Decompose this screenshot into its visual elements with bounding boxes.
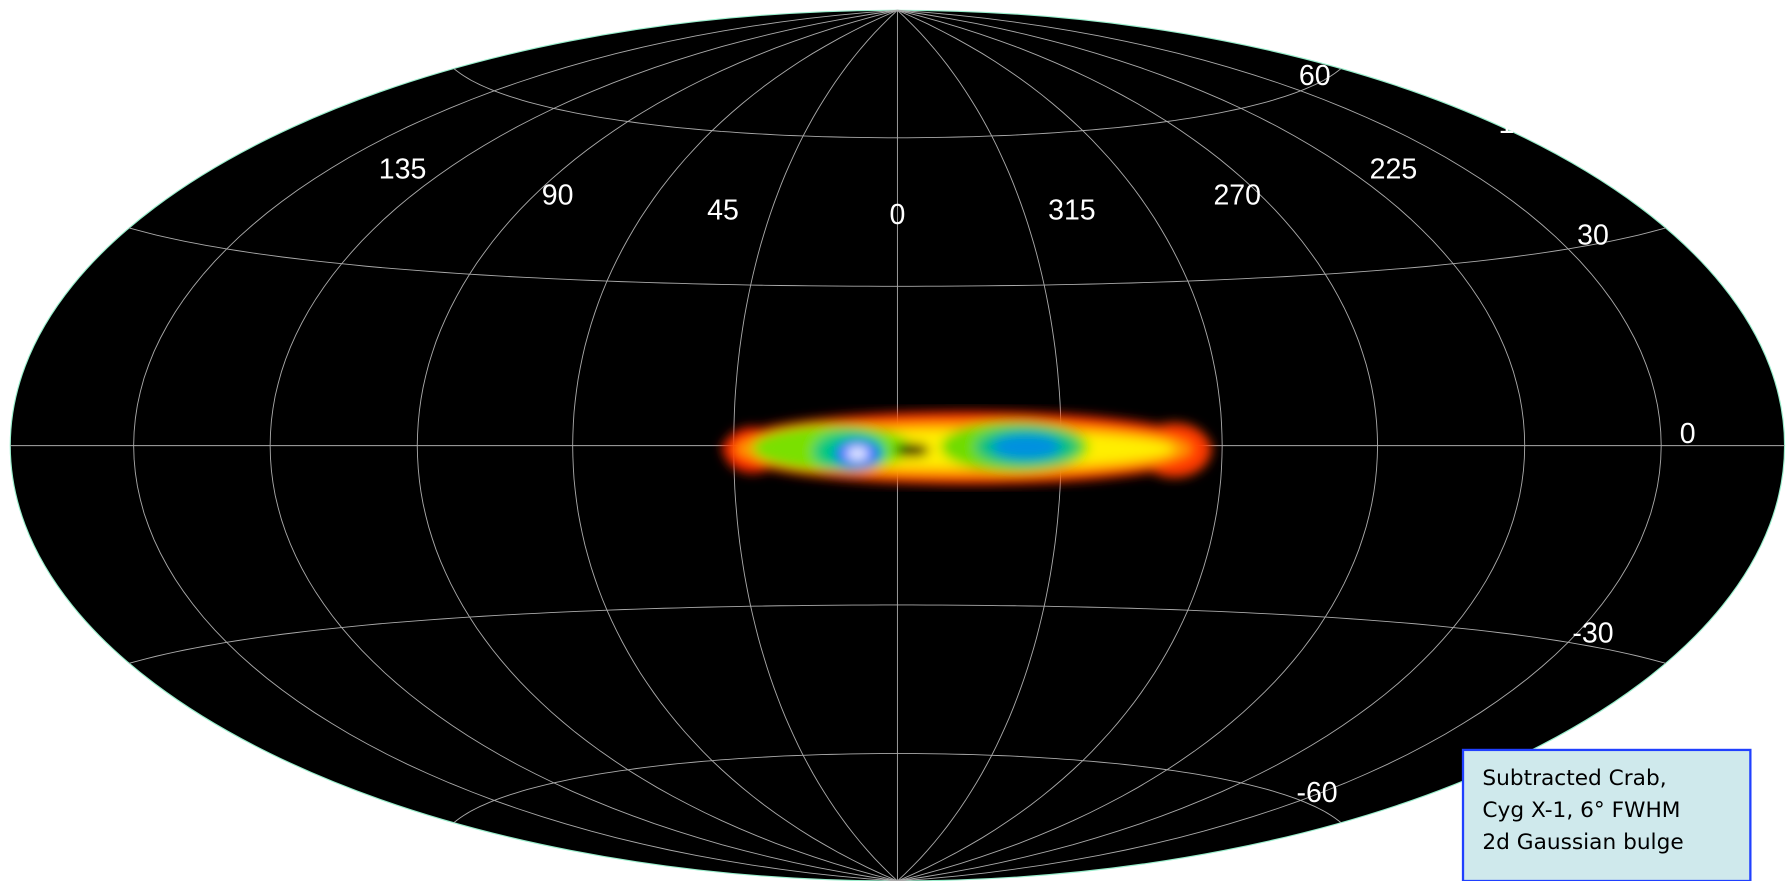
longitude-label: 135 (379, 153, 427, 185)
longitude-label: 315 (1048, 195, 1096, 227)
latitude-label: -30 (1572, 617, 1613, 649)
longitude-label: 90 (542, 180, 574, 212)
emission-map (722, 411, 1212, 484)
longitude-label: 0 (889, 199, 905, 231)
sky-map: 180 135 90 45 0 315 270 225 180 60 30 0 -30 -60 Subtr… (0, 0, 1788, 881)
page: {"map": { "longitude_labels": ["180", 13… (0, 0, 1788, 881)
caption-line: Subtracted Crab, (1482, 766, 1666, 791)
latitude-label: 60 (1299, 60, 1331, 92)
longitude-label: 180 (210, 108, 258, 140)
latitude-label: 0 (1680, 418, 1696, 450)
caption-line: Cyg X-1, 6° FWHM (1482, 798, 1680, 823)
caption-line: 2d Gaussian bulge (1482, 830, 1683, 855)
longitude-label: 225 (1370, 153, 1418, 185)
longitude-label: 270 (1213, 180, 1261, 212)
latitude-label: 30 (1577, 220, 1609, 252)
latitude-label: -60 (1296, 777, 1337, 809)
longitude-label: 45 (707, 195, 739, 227)
longitude-label: 180 (1499, 108, 1547, 140)
